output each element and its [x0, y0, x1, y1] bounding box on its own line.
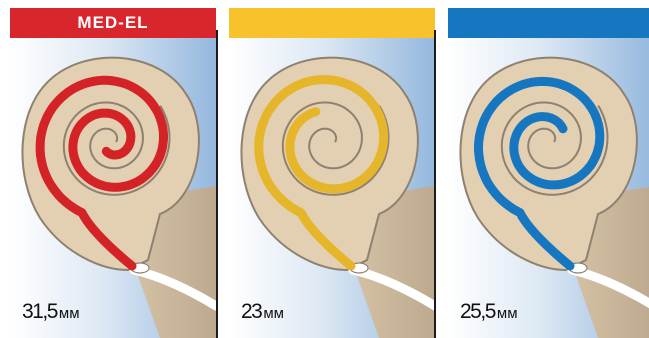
- length-unit: мм: [496, 305, 518, 322]
- length-unit: мм: [263, 305, 284, 322]
- electrode-length: 31,5 мм: [22, 300, 80, 324]
- brand-label: MED-EL: [77, 13, 149, 32]
- cochlea-turns-outline: [500, 101, 609, 196]
- electrode-length: 25,5 мм: [460, 300, 518, 324]
- electrode-array: [35, 75, 168, 271]
- electrode-array: [254, 75, 389, 271]
- panel-med-el: MED-EL 31,5 мм: [10, 8, 216, 338]
- electrode-length: 23 мм: [241, 300, 284, 324]
- panel-header: [229, 8, 435, 38]
- panel-header: MED-EL: [10, 8, 216, 38]
- cochlea-diagram: [10, 8, 216, 338]
- cochlea-diagram: [229, 8, 435, 338]
- length-value: 25,5: [460, 300, 496, 323]
- length-value: 31,5: [22, 300, 58, 323]
- electrode-array: [474, 76, 605, 271]
- panel-divider: [216, 30, 218, 338]
- panel-yellow: 23 мм: [229, 8, 435, 338]
- panel-header: [448, 8, 649, 38]
- length-value: 23: [241, 300, 263, 323]
- panel-blue: 25,5 мм: [448, 8, 649, 338]
- cochlea-turns-outline: [62, 101, 171, 196]
- cochlea-turns-outline: [281, 101, 390, 196]
- cochlea-diagram: [448, 8, 649, 338]
- panel-divider: [434, 30, 436, 338]
- length-unit: мм: [58, 305, 80, 322]
